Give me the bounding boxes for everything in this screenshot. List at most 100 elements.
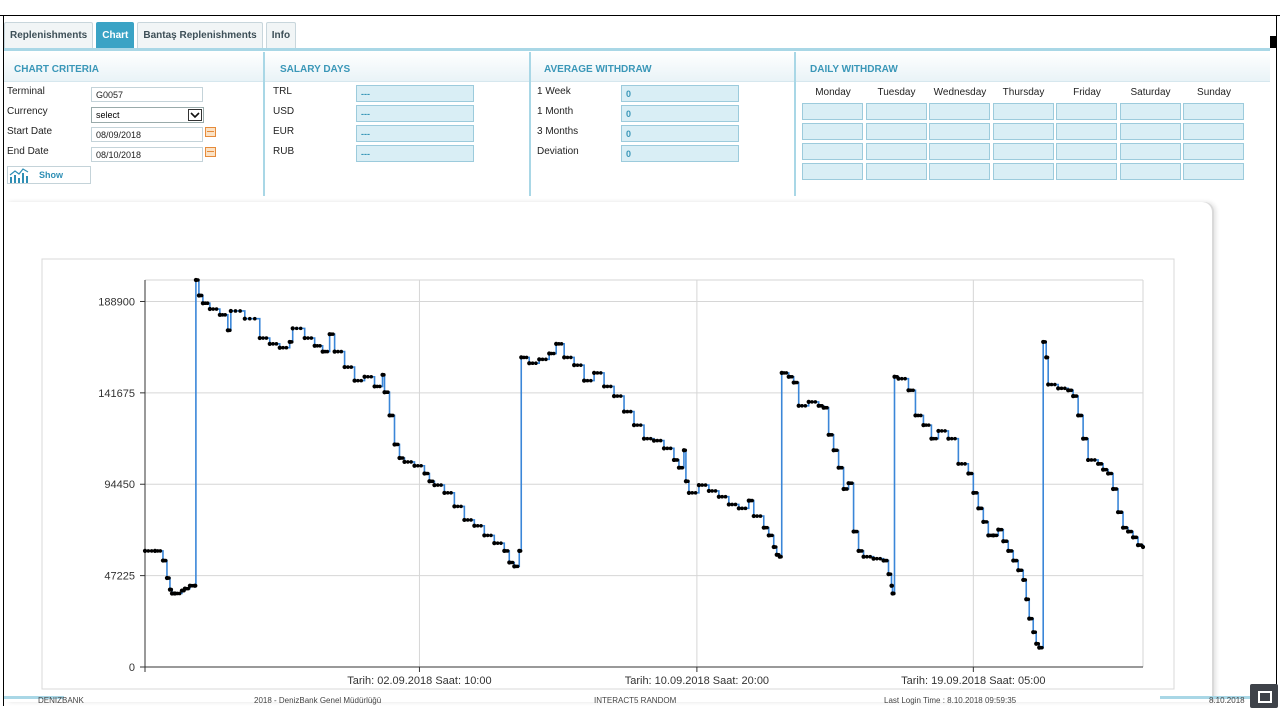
avg-1week-value: 0: [621, 85, 739, 102]
data-point: [943, 429, 947, 433]
data-point: [155, 549, 160, 553]
day-cell: [929, 143, 990, 160]
data-point: [1139, 543, 1144, 547]
calendar-icon[interactable]: [205, 127, 216, 137]
start-date-label: Start Date: [7, 126, 53, 137]
data-point: [720, 494, 724, 499]
data-point: [1043, 340, 1047, 344]
data-point: [979, 506, 984, 511]
y-tick-label: 141675: [98, 388, 135, 400]
data-point: [608, 384, 613, 389]
footer-line-left: [4, 696, 64, 699]
data-point: [974, 491, 979, 495]
status-footer: DENIZBANK 2018 - DenizBank Genel Müdürlü…: [4, 696, 1270, 706]
data-point: [861, 554, 866, 559]
tab-replenishments[interactable]: Replenishments: [4, 22, 94, 48]
data-point: [706, 488, 711, 494]
data-point: [214, 307, 219, 311]
currency-select[interactable]: select: [91, 107, 204, 123]
data-point: [696, 483, 701, 488]
day-cell: [1183, 123, 1244, 140]
data-point: [1099, 462, 1104, 466]
chart-card: 0 47225 94450 141675 188900 Tarih: 02.09.2018…: [5, 202, 1212, 702]
tab-bar: Replenishments Chart Bantaş Replenishmen…: [4, 22, 299, 48]
day-cell: [802, 163, 863, 180]
data-point: [565, 355, 570, 360]
data-point: [645, 436, 650, 441]
avg-deviation-value: 0: [621, 145, 739, 162]
data-point: [585, 378, 590, 383]
data-point: [1063, 386, 1067, 391]
data-point: [482, 533, 487, 538]
data-point: [888, 572, 893, 576]
data-point: [277, 345, 282, 350]
data-point: [813, 400, 818, 404]
data-point: [445, 491, 450, 495]
data-point: [1089, 458, 1094, 462]
show-button[interactable]: Show: [7, 166, 91, 184]
data-point: [318, 343, 322, 348]
day-header-saturday: Saturday: [1130, 87, 1171, 98]
tab-info[interactable]: Info: [265, 22, 297, 48]
day-cell: [802, 103, 863, 120]
fullscreen-icon[interactable]: [1250, 684, 1278, 708]
data-point: [167, 576, 171, 580]
data-point: [758, 514, 763, 518]
data-point: [435, 483, 440, 487]
scrollbar-thumb[interactable]: [1270, 36, 1276, 48]
data-point: [959, 462, 964, 466]
chevron-down-icon[interactable]: [188, 109, 202, 121]
data-point: [740, 506, 744, 511]
end-date-field[interactable]: 08/10/2018: [91, 147, 203, 162]
data-point: [779, 554, 783, 559]
tab-chart[interactable]: Chart: [96, 22, 135, 48]
data-point: [592, 370, 597, 375]
data-point: [401, 456, 405, 460]
data-point: [152, 548, 158, 553]
data-point: [830, 433, 834, 437]
data-point: [1019, 568, 1024, 573]
data-point: [806, 399, 811, 405]
data-point: [675, 458, 680, 462]
data-point: [723, 494, 728, 499]
tab-bantas-replenishments[interactable]: Bantaş Replenishments: [137, 22, 263, 48]
data-point: [510, 560, 515, 565]
data-point: [686, 490, 692, 495]
data-point: [892, 591, 896, 596]
data-point: [700, 483, 705, 487]
avg-deviation-label: Deviation: [537, 146, 579, 157]
day-cell: [929, 123, 990, 140]
data-point: [924, 423, 928, 427]
start-date-field[interactable]: 08/09/2018: [91, 127, 203, 142]
data-point: [402, 459, 407, 464]
avg-3months-label: 3 Months: [537, 126, 579, 137]
y-tick-label: 94450: [104, 479, 135, 491]
currency-label: Currency: [7, 106, 48, 117]
data-point: [595, 371, 600, 375]
data-point: [186, 586, 191, 591]
data-point: [518, 549, 523, 553]
data-point: [686, 479, 690, 484]
data-point: [519, 355, 524, 360]
data-point: [1056, 386, 1061, 391]
data-point: [559, 342, 564, 346]
data-point: [382, 373, 386, 377]
data-point: [386, 390, 390, 395]
data-point: [635, 423, 640, 427]
data-point: [284, 345, 289, 350]
chart-criteria-panel: CHART CRITERIA Terminal G0057 Currency s…: [4, 52, 265, 196]
data-point: [946, 436, 951, 441]
data-point: [522, 355, 526, 360]
day-cell: [865, 123, 927, 140]
terminal-field[interactable]: G0057: [91, 87, 203, 102]
calendar-icon[interactable]: [205, 147, 216, 157]
data-point: [913, 413, 918, 418]
data-point: [796, 403, 801, 408]
data-point: [716, 494, 721, 499]
data-point: [784, 371, 789, 375]
data-point: [1092, 458, 1097, 462]
day-cell: [1056, 143, 1117, 160]
day-header-wednesday: Wednesday: [933, 87, 987, 98]
terminal-label: Terminal: [7, 86, 45, 97]
